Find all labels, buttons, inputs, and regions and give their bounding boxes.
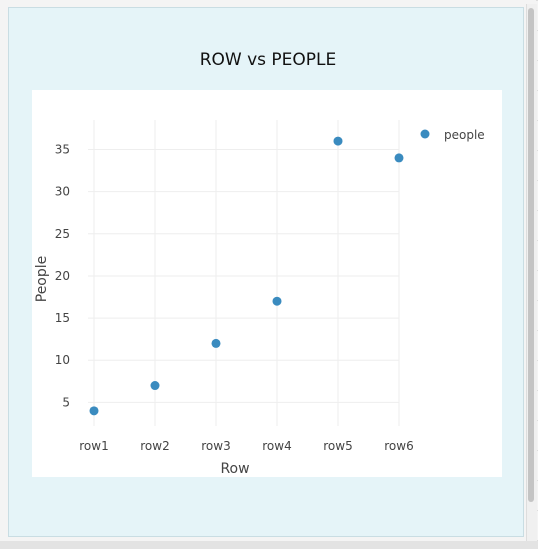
- x-axis-ticks: row1 row2 row3 row4 row5 row6: [79, 439, 413, 453]
- data-points: [89, 136, 404, 416]
- data-point[interactable]: [394, 153, 404, 163]
- y-tick-label: 15: [55, 311, 70, 325]
- y-tick-label: 5: [62, 395, 70, 409]
- y-tick-label: 25: [55, 227, 70, 241]
- x-tick-label: row2: [140, 439, 169, 453]
- x-tick-label: row1: [79, 439, 108, 453]
- data-point[interactable]: [272, 296, 282, 306]
- x-tick-label: row6: [384, 439, 413, 453]
- horizontal-scrollbar[interactable]: [0, 541, 538, 549]
- scatter-chart: 5 10 15 20 25 30 35 row1 row2 row3 row4 row5 row6 R…: [34, 120, 485, 477]
- x-axis-label: Row: [220, 461, 249, 477]
- scrollbar-thumb[interactable]: [528, 8, 534, 502]
- y-tick-label: 20: [55, 269, 70, 283]
- y-axis-ticks: 5 10 15 20 25 30 35: [55, 143, 70, 410]
- data-point[interactable]: [150, 381, 160, 391]
- x-tick-label: row4: [262, 439, 291, 453]
- plot-area: 5 10 15 20 25 30 35 row1 row2 row3 row4 row5 row6 R…: [32, 90, 502, 477]
- grid: [88, 120, 400, 426]
- legend[interactable]: people: [420, 128, 485, 142]
- data-point[interactable]: [211, 338, 221, 348]
- y-axis-label: People: [34, 256, 50, 303]
- data-point[interactable]: [89, 406, 99, 416]
- y-tick-label: 10: [55, 353, 70, 367]
- y-tick-label: 35: [55, 143, 70, 157]
- x-tick-label: row5: [323, 439, 352, 453]
- data-point[interactable]: [333, 136, 343, 146]
- background-edge: [536, 0, 538, 549]
- x-tick-label: row3: [201, 439, 230, 453]
- y-tick-label: 30: [55, 185, 70, 199]
- legend-marker: [420, 129, 430, 139]
- legend-label-people: people: [444, 128, 485, 142]
- chart-title: ROW vs PEOPLE: [199, 50, 337, 70]
